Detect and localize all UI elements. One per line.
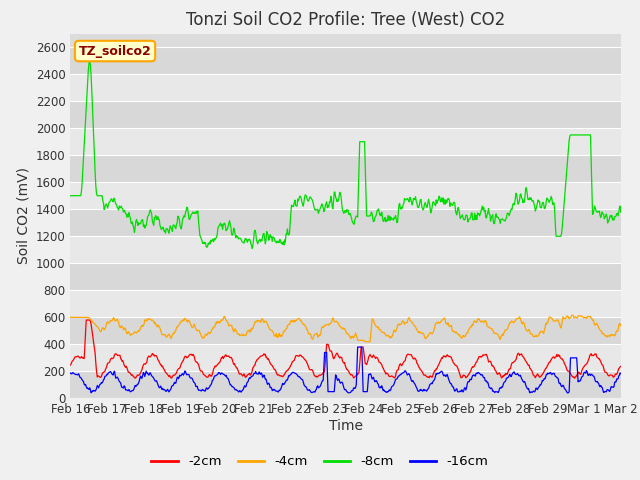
-8cm — [419, 205, 426, 211]
Bar — [70, 264, 621, 290]
Bar — [70, 290, 621, 317]
-2cm — [387, 373, 395, 379]
-8cm — [67, 193, 74, 199]
-4cm — [484, 324, 492, 330]
Bar — [70, 47, 621, 74]
-16cm — [484, 382, 492, 388]
Text: TZ_soilco2: TZ_soilco2 — [79, 45, 152, 58]
-2cm — [484, 359, 492, 365]
Line: -8cm: -8cm — [70, 60, 621, 249]
Bar — [70, 317, 621, 344]
-4cm — [387, 334, 395, 340]
-2cm — [418, 368, 426, 374]
Bar — [70, 128, 621, 155]
-4cm — [541, 325, 549, 331]
-4cm — [362, 339, 369, 345]
Line: -4cm: -4cm — [70, 315, 621, 342]
-16cm — [401, 368, 409, 373]
-2cm — [67, 362, 74, 368]
-4cm — [401, 320, 409, 326]
Bar — [70, 372, 621, 398]
-2cm — [541, 367, 549, 372]
-2cm — [83, 317, 90, 323]
Bar — [70, 155, 621, 182]
-4cm — [569, 312, 577, 318]
Bar — [70, 182, 621, 209]
-4cm — [418, 331, 426, 336]
-16cm — [387, 387, 395, 393]
-8cm — [542, 203, 550, 208]
Legend: -2cm, -4cm, -8cm, -16cm: -2cm, -4cm, -8cm, -16cm — [146, 450, 494, 473]
Y-axis label: Soil CO2 (mV): Soil CO2 (mV) — [16, 168, 30, 264]
-16cm — [100, 376, 108, 382]
Bar — [70, 74, 621, 101]
-8cm — [86, 58, 93, 63]
-16cm — [541, 376, 549, 382]
Bar — [70, 101, 621, 128]
-2cm — [617, 363, 625, 369]
-8cm — [248, 246, 256, 252]
-2cm — [571, 375, 579, 381]
-8cm — [101, 205, 109, 211]
-8cm — [617, 209, 625, 215]
-4cm — [67, 314, 74, 320]
-16cm — [67, 370, 74, 376]
-4cm — [617, 323, 625, 329]
-8cm — [485, 211, 493, 217]
-16cm — [617, 371, 625, 376]
X-axis label: Time: Time — [328, 419, 363, 433]
Bar — [70, 236, 621, 264]
-16cm — [354, 344, 362, 350]
-2cm — [101, 368, 109, 374]
Bar — [70, 209, 621, 236]
-16cm — [564, 390, 572, 396]
Line: -16cm: -16cm — [70, 347, 621, 393]
-8cm — [402, 197, 410, 203]
-16cm — [418, 387, 426, 393]
Bar — [70, 344, 621, 372]
-4cm — [100, 327, 108, 333]
-8cm — [388, 216, 396, 222]
Line: -2cm: -2cm — [70, 320, 621, 378]
Title: Tonzi Soil CO2 Profile: Tree (West) CO2: Tonzi Soil CO2 Profile: Tree (West) CO2 — [186, 11, 505, 29]
-2cm — [401, 358, 409, 363]
